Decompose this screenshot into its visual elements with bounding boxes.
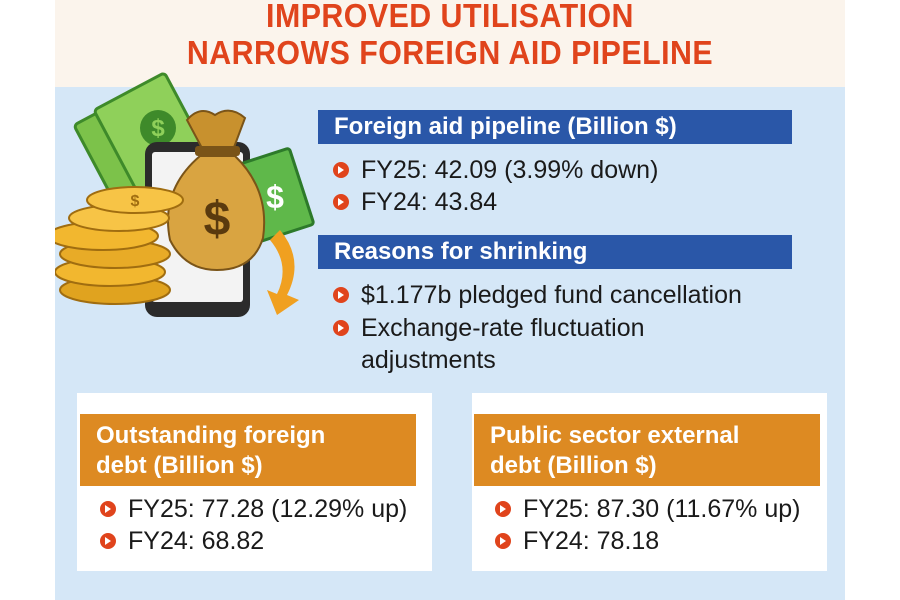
pipeline-item-text: FY24: 43.84 xyxy=(361,188,498,216)
reason-item-cancellation: $1.177b pledged fund cancellation xyxy=(333,280,742,310)
public-debt-item-fy25: FY25: 87.30 (11.67% up) xyxy=(495,494,801,524)
bullet-icon xyxy=(495,533,511,549)
reasons-heading-bar: Reasons for shrinking xyxy=(318,235,792,269)
bullet-icon xyxy=(495,501,511,517)
svg-text:$: $ xyxy=(266,179,284,215)
reason-item-text: $1.177b pledged fund cancellation xyxy=(361,281,742,309)
title-line-2: NARROWS FOREIGN AID PIPELINE xyxy=(186,34,714,71)
outstanding-debt-item-text: FY25: 77.28 (12.29% up) xyxy=(128,495,408,523)
outstanding-debt-heading: Outstanding foreign debt (Billion $) xyxy=(80,414,416,486)
bullet-icon xyxy=(333,162,349,178)
pipeline-heading-bar: Foreign aid pipeline (Billion $) xyxy=(318,110,792,144)
bullet-icon xyxy=(100,533,116,549)
outstanding-debt-heading-line1: Outstanding foreign xyxy=(96,422,326,449)
title-line-1: IMPROVED UTILISATION xyxy=(266,0,634,34)
outstanding-debt-item-text: FY24: 68.82 xyxy=(128,527,265,555)
public-debt-item-fy24: FY24: 78.18 xyxy=(495,526,659,556)
coin-stack-icon: $ xyxy=(55,186,184,305)
money-illustration: $ $ $ $ xyxy=(55,72,315,317)
public-debt-item-text: FY25: 87.30 (11.67% up) xyxy=(523,495,801,523)
outstanding-debt-heading-line2: debt (Billion $) xyxy=(96,452,263,479)
pipeline-item-fy25: FY25: 42.09 (3.99% down) xyxy=(333,155,658,185)
public-debt-heading-line2: debt (Billion $) xyxy=(490,452,657,479)
svg-text:$: $ xyxy=(204,193,231,246)
down-arrow-icon xyxy=(267,230,299,315)
bullet-icon xyxy=(333,287,349,303)
outstanding-debt-item-fy25: FY25: 77.28 (12.29% up) xyxy=(100,494,407,524)
bullet-icon xyxy=(333,194,349,210)
money-bag-icon: $ xyxy=(167,109,266,272)
reason-item-exchange: Exchange-rate fluctuation xyxy=(333,313,645,343)
pipeline-item-text: FY25: 42.09 (3.99% down) xyxy=(361,156,659,184)
svg-text:$: $ xyxy=(131,193,140,210)
outstanding-debt-item-fy24: FY24: 68.82 xyxy=(100,526,264,556)
svg-text:$: $ xyxy=(151,115,165,142)
reason-item-text: Exchange-rate fluctuation xyxy=(361,314,645,342)
public-debt-heading: Public sector external debt (Billion $) xyxy=(474,414,820,486)
bullet-icon xyxy=(333,320,349,336)
bullet-icon xyxy=(100,501,116,517)
reason-item-exchange-cont: adjustments xyxy=(361,345,496,375)
pipeline-item-fy24: FY24: 43.84 xyxy=(333,187,497,217)
public-debt-item-text: FY24: 78.18 xyxy=(523,527,660,555)
reason-item-text: adjustments xyxy=(361,346,496,374)
public-debt-heading-line1: Public sector external xyxy=(490,422,740,449)
